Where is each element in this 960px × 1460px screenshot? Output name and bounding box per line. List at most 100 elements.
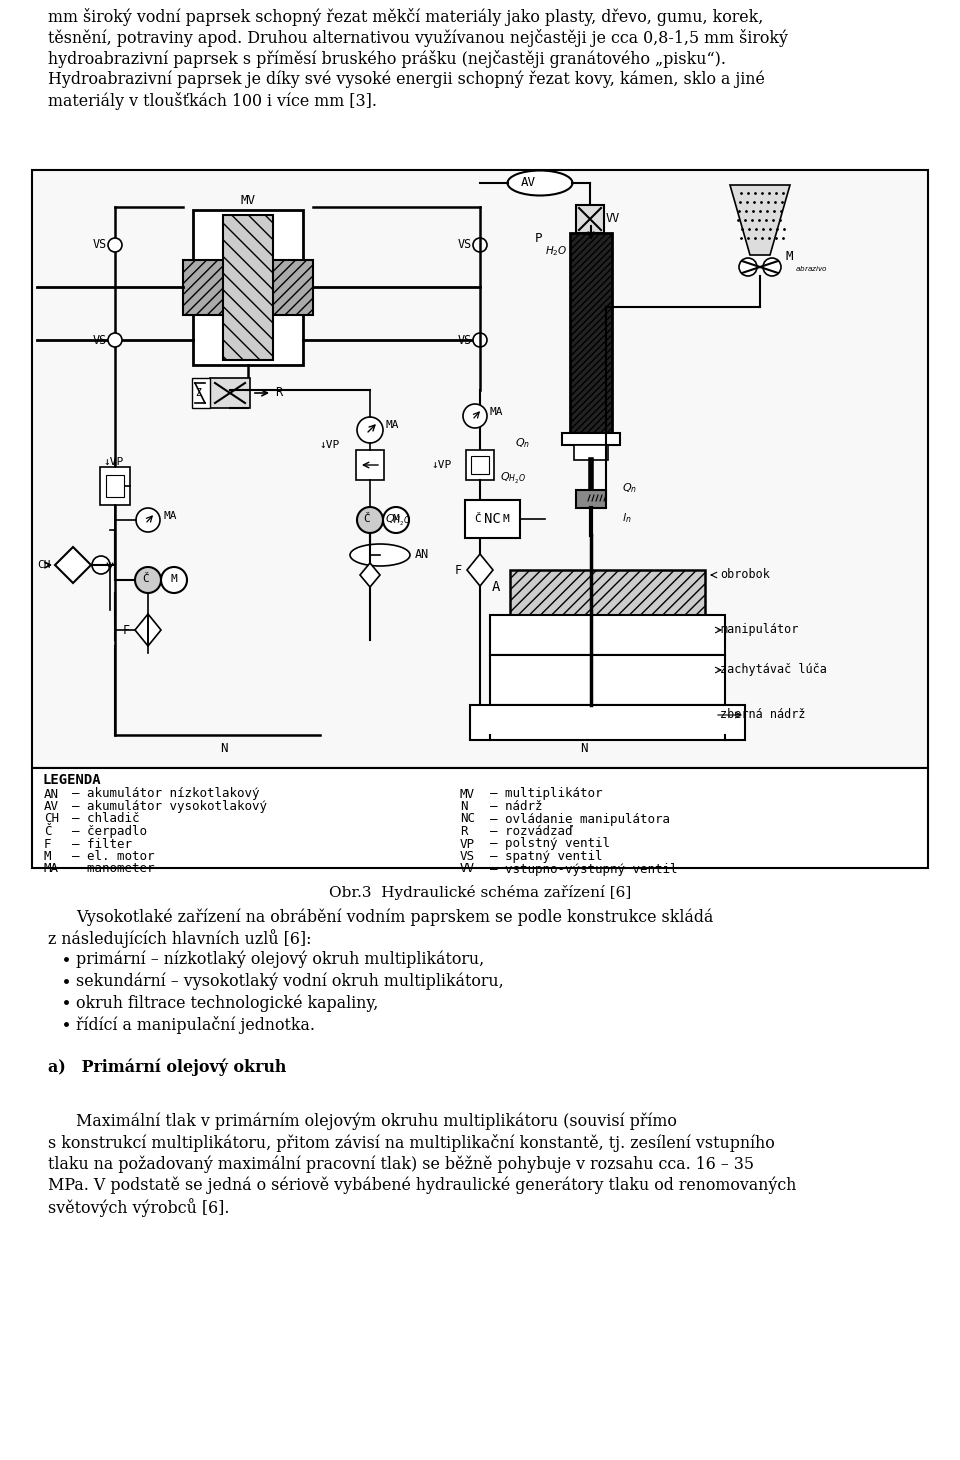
Text: primární – nízkotlaký olejový okruh multiplikátoru,: primární – nízkotlaký olejový okruh mult… bbox=[76, 950, 484, 968]
Polygon shape bbox=[360, 564, 380, 587]
Text: sekundární – vysokotlaký vodní okruh multiplikátoru,: sekundární – vysokotlaký vodní okruh mul… bbox=[76, 972, 504, 990]
Bar bbox=[470, 705, 745, 740]
Bar bbox=[510, 569, 705, 615]
Bar bbox=[576, 204, 604, 234]
Circle shape bbox=[463, 404, 487, 428]
Text: z následujících hlavních uzlů [6]:: z následujících hlavních uzlů [6]: bbox=[48, 930, 311, 949]
Bar bbox=[574, 445, 608, 460]
Polygon shape bbox=[467, 553, 493, 585]
Text: AV: AV bbox=[44, 800, 59, 813]
Text: CH: CH bbox=[44, 813, 59, 825]
Text: M: M bbox=[171, 574, 178, 584]
Text: F: F bbox=[455, 564, 462, 577]
Text: M: M bbox=[503, 514, 510, 524]
Bar bbox=[576, 491, 606, 508]
Text: LEGENDA: LEGENDA bbox=[42, 772, 101, 787]
Text: M: M bbox=[785, 251, 793, 263]
Bar bbox=[210, 378, 250, 407]
Text: Č: Č bbox=[143, 574, 150, 584]
Text: – spatný ventil: – spatný ventil bbox=[490, 850, 603, 863]
Text: řídící a manipulační jednotka.: řídící a manipulační jednotka. bbox=[76, 1016, 315, 1034]
Text: R: R bbox=[275, 387, 282, 400]
Text: Maximální tlak v primárním olejovým okruhu multiplikátoru (souvisí přímo: Maximální tlak v primárním olejovým okru… bbox=[76, 1113, 677, 1130]
Circle shape bbox=[161, 566, 187, 593]
Text: Z: Z bbox=[195, 388, 201, 399]
Text: – multiplikátor: – multiplikátor bbox=[490, 787, 603, 800]
Text: MA: MA bbox=[44, 863, 59, 876]
Polygon shape bbox=[55, 548, 91, 583]
Circle shape bbox=[136, 508, 160, 531]
Text: – polstný ventil: – polstný ventil bbox=[490, 838, 610, 851]
Text: AV: AV bbox=[520, 177, 536, 190]
Circle shape bbox=[357, 507, 383, 533]
Circle shape bbox=[135, 566, 161, 593]
Text: $Q_{H_2O}$: $Q_{H_2O}$ bbox=[385, 512, 411, 527]
Bar bbox=[183, 260, 313, 315]
Bar bbox=[490, 656, 725, 705]
Text: N: N bbox=[220, 742, 228, 755]
Text: VS: VS bbox=[460, 850, 475, 863]
Text: – chladič: – chladič bbox=[72, 813, 139, 825]
Text: – manometer: – manometer bbox=[72, 863, 155, 876]
Text: M: M bbox=[393, 514, 399, 524]
Bar bbox=[465, 499, 520, 537]
Bar bbox=[32, 169, 928, 768]
Text: těsnění, potraviny apod. Druhou alternativou využívanou nejčastěji je cca 0,8-1,: těsnění, potraviny apod. Druhou alternat… bbox=[48, 29, 788, 47]
Bar bbox=[100, 467, 130, 505]
Text: – filter: – filter bbox=[72, 838, 132, 851]
Text: NC: NC bbox=[460, 813, 475, 825]
Text: NC: NC bbox=[484, 512, 500, 526]
Text: N: N bbox=[460, 800, 468, 813]
Ellipse shape bbox=[508, 171, 572, 196]
Text: – ovládanie manipulátora: – ovládanie manipulátora bbox=[490, 813, 670, 825]
Text: P: P bbox=[535, 232, 542, 244]
Text: $l_n$: $l_n$ bbox=[622, 511, 632, 526]
Text: MV: MV bbox=[460, 787, 475, 800]
Circle shape bbox=[467, 507, 493, 533]
Circle shape bbox=[473, 333, 487, 347]
Text: MA: MA bbox=[490, 407, 503, 418]
Bar bbox=[193, 210, 303, 365]
Bar bbox=[32, 768, 928, 869]
Text: – akumulátor vysokotlakový: – akumulátor vysokotlakový bbox=[72, 800, 267, 813]
Text: světových výrobců [6].: světových výrobců [6]. bbox=[48, 1199, 229, 1218]
Circle shape bbox=[739, 258, 757, 276]
Text: manipulátor: manipulátor bbox=[720, 623, 799, 637]
Bar bbox=[192, 378, 210, 407]
Text: AN: AN bbox=[44, 787, 59, 800]
Text: A: A bbox=[492, 580, 500, 594]
Text: – rozvádzaď: – rozvádzaď bbox=[490, 825, 572, 838]
Text: VS: VS bbox=[93, 333, 108, 346]
Text: MPa. V podstatě se jedná o sériově vybábené hydraulické generátory tlaku od reno: MPa. V podstatě se jedná o sériově vybáb… bbox=[48, 1177, 797, 1194]
Bar bbox=[466, 450, 494, 480]
Text: VV: VV bbox=[460, 863, 475, 876]
Text: tlaku na požadovaný maximální pracovní tlak) se běžně pohybuje v rozsahu cca. 16: tlaku na požadovaný maximální pracovní t… bbox=[48, 1155, 754, 1172]
Text: MA: MA bbox=[386, 420, 399, 431]
Text: CH: CH bbox=[37, 561, 51, 569]
Text: $Q_n$: $Q_n$ bbox=[515, 437, 530, 450]
Circle shape bbox=[473, 238, 487, 253]
Text: $Q_{H_2O}$: $Q_{H_2O}$ bbox=[500, 470, 526, 486]
Text: AN: AN bbox=[415, 549, 429, 562]
Text: Vysokotlaké zařízení na obrábění vodním paprskem se podle konstrukce skládá: Vysokotlaké zařízení na obrábění vodním … bbox=[76, 908, 713, 926]
Text: VS: VS bbox=[93, 238, 108, 251]
Text: hydroabrazivní paprsek s příměsí bruského prášku (nejčastěji granátového „pisku“: hydroabrazivní paprsek s příměsí bruskéh… bbox=[48, 50, 726, 69]
Polygon shape bbox=[135, 615, 161, 645]
Circle shape bbox=[763, 258, 781, 276]
Text: a) Primární olejový okruh: a) Primární olejový okruh bbox=[48, 1058, 286, 1076]
Bar bbox=[471, 456, 489, 474]
Text: – čerpadlo: – čerpadlo bbox=[72, 825, 147, 838]
Text: Obr.3  Hydraulické schéma zařízení [6]: Obr.3 Hydraulické schéma zařízení [6] bbox=[329, 885, 631, 899]
Text: $Q_n$: $Q_n$ bbox=[622, 482, 637, 495]
Text: VS: VS bbox=[458, 333, 472, 346]
Text: s konstrukcí multiplikátoru, přitom závisí na multiplikační konstantě, tj. zesíl: s konstrukcí multiplikátoru, přitom závi… bbox=[48, 1134, 775, 1152]
Text: Č: Č bbox=[364, 514, 371, 524]
Text: materiály v tloušťkách 100 i více mm [3].: materiály v tloušťkách 100 i více mm [3]… bbox=[48, 92, 377, 110]
Text: MV: MV bbox=[241, 194, 255, 206]
Text: obrobok: obrobok bbox=[720, 568, 770, 581]
Text: Č: Č bbox=[44, 825, 52, 838]
Bar bbox=[106, 474, 124, 496]
Text: Č: Č bbox=[474, 514, 481, 524]
Text: R: R bbox=[460, 825, 468, 838]
Text: ↓VP: ↓VP bbox=[432, 460, 452, 470]
